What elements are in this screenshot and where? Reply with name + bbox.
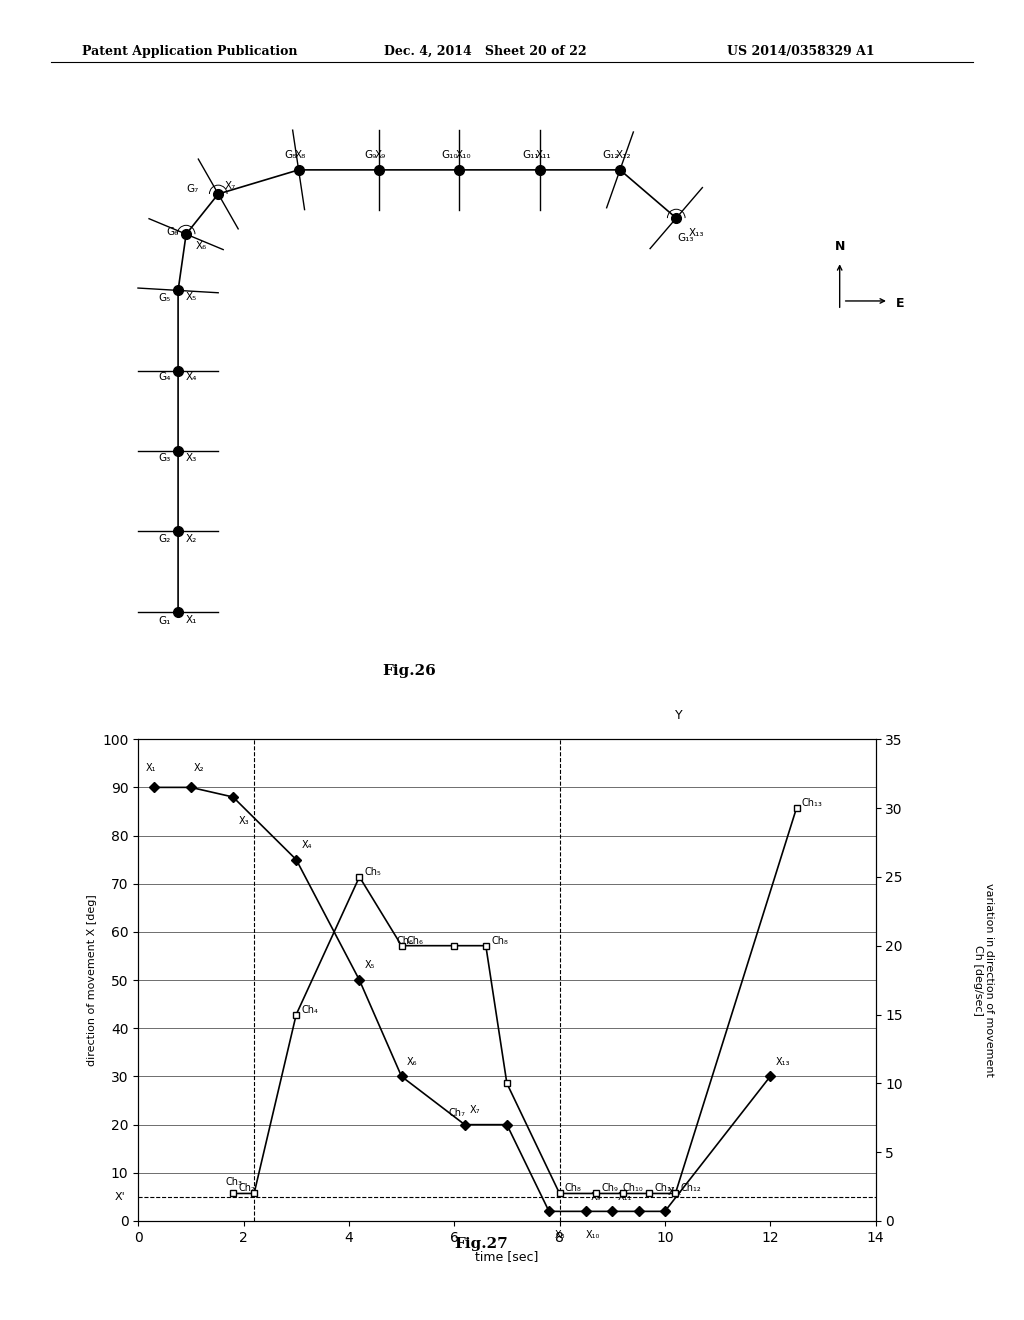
- Text: G₅: G₅: [158, 293, 170, 304]
- X-axis label: time [sec]: time [sec]: [475, 1250, 539, 1263]
- Text: G₉: G₉: [365, 150, 377, 161]
- Text: Ch₄: Ch₄: [301, 1005, 318, 1015]
- Text: Ch₉: Ch₉: [602, 1184, 618, 1193]
- Text: G₁₁: G₁₁: [522, 150, 539, 161]
- Text: G₂: G₂: [158, 535, 170, 544]
- Text: X₆: X₆: [196, 242, 207, 251]
- Y-axis label: direction of movement X [deg]: direction of movement X [deg]: [87, 894, 96, 1067]
- Text: Ch₃: Ch₃: [225, 1176, 242, 1187]
- Text: Fig.27: Fig.27: [455, 1237, 508, 1251]
- Text: Dec. 4, 2014   Sheet 20 of 22: Dec. 4, 2014 Sheet 20 of 22: [384, 45, 587, 58]
- Text: Ch₅: Ch₅: [365, 867, 382, 876]
- Text: X₁₁: X₁₁: [617, 1192, 632, 1201]
- Text: E: E: [896, 297, 904, 310]
- Text: Y: Y: [676, 709, 683, 722]
- Text: G₁: G₁: [158, 616, 170, 627]
- Text: G₁₀: G₁₀: [441, 150, 459, 161]
- Text: X₁: X₁: [146, 763, 157, 774]
- Text: X₈: X₈: [554, 1230, 565, 1241]
- Text: Ch₁₂: Ch₁₂: [681, 1184, 701, 1193]
- Text: X₃: X₃: [186, 453, 198, 462]
- Text: Ch₆: Ch₆: [396, 936, 413, 945]
- Text: G₁₃: G₁₃: [678, 234, 694, 243]
- Text: X₃: X₃: [239, 816, 249, 826]
- Text: X₅: X₅: [365, 961, 375, 970]
- Text: Ch₂: Ch₂: [239, 1184, 255, 1193]
- Text: X₄: X₄: [301, 840, 312, 850]
- Text: Ch₈: Ch₈: [492, 936, 508, 945]
- Text: X₆: X₆: [407, 1057, 418, 1067]
- Text: X₁₂: X₁₂: [616, 150, 632, 161]
- Text: US 2014/0358329 A1: US 2014/0358329 A1: [727, 45, 874, 58]
- Text: X₈: X₈: [295, 150, 306, 161]
- Text: X₂: X₂: [194, 763, 204, 774]
- Text: G₄: G₄: [158, 372, 170, 383]
- Text: X₂: X₂: [186, 535, 198, 544]
- Text: X₇: X₇: [224, 181, 236, 191]
- Text: X₅: X₅: [186, 292, 198, 302]
- Text: X₁₃: X₁₃: [688, 227, 703, 238]
- Text: Fig.26: Fig.26: [383, 664, 436, 678]
- Text: X₇: X₇: [470, 1105, 480, 1115]
- Text: X₉: X₉: [591, 1192, 602, 1201]
- Text: Patent Application Publication: Patent Application Publication: [82, 45, 297, 58]
- Text: G₁₂: G₁₂: [602, 150, 618, 161]
- Text: X₁₀: X₁₀: [456, 150, 471, 161]
- Text: Ch₁₃: Ch₁₃: [802, 799, 822, 808]
- Text: G₇: G₇: [186, 185, 199, 194]
- Text: G₆: G₆: [166, 227, 178, 236]
- Text: Ch₈: Ch₈: [565, 1184, 582, 1193]
- Text: N: N: [835, 240, 845, 253]
- Text: X₉: X₉: [375, 150, 386, 161]
- Text: X₁₀: X₁₀: [586, 1230, 600, 1241]
- Text: X₁₃: X₁₃: [775, 1057, 790, 1067]
- Text: Ch₁₀: Ch₁₀: [623, 1184, 643, 1193]
- Text: X₁₂: X₁₂: [668, 1187, 682, 1197]
- Text: X₁₁: X₁₁: [536, 150, 551, 161]
- Text: Ch₆: Ch₆: [407, 936, 424, 945]
- Y-axis label: variation in direction of movement
Ch [deg/sec]: variation in direction of movement Ch [d…: [973, 883, 994, 1077]
- Text: X': X': [115, 1192, 125, 1203]
- Text: X₄: X₄: [186, 372, 198, 383]
- Text: Ch₇: Ch₇: [449, 1107, 466, 1118]
- Text: G₃: G₃: [158, 453, 170, 462]
- Text: Ch₁₁: Ch₁₁: [654, 1184, 675, 1193]
- Text: X₁: X₁: [186, 615, 198, 624]
- Text: G₈: G₈: [284, 150, 296, 161]
